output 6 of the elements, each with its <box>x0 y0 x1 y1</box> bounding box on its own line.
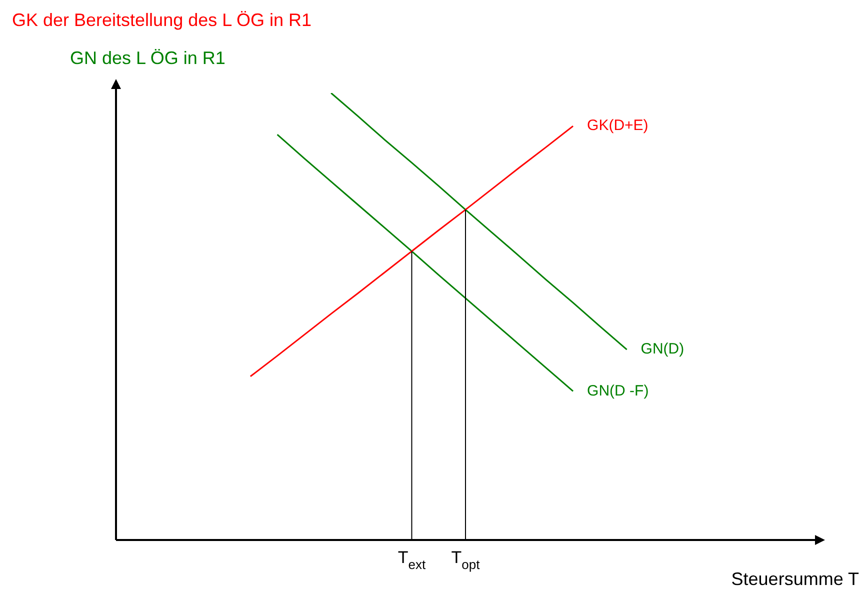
series-label: GN(D) <box>640 340 684 358</box>
y2-axis-title: GN des L ÖG in R1 <box>70 48 226 69</box>
y-axis-title: GK der Bereitstellung des L ÖG in R1 <box>12 10 312 31</box>
series-label: GN(D -F) <box>587 382 649 400</box>
series-label: GK(D+E) <box>587 117 648 134</box>
x-axis-title: Steuersumme T <box>731 569 859 590</box>
